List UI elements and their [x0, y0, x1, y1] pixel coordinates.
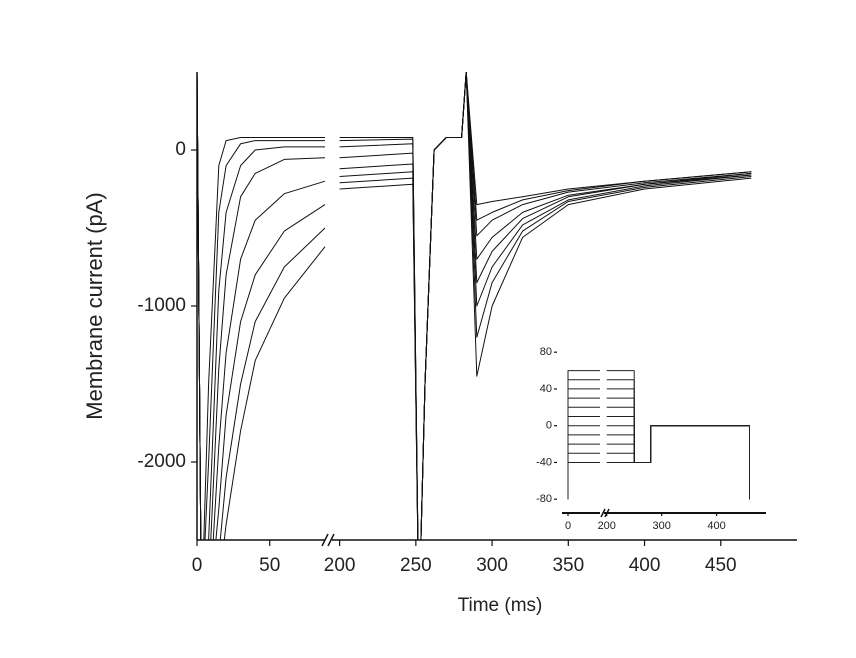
x-tick-label: 250 [400, 555, 432, 576]
x-tick-label: 400 [707, 520, 725, 532]
y-tick-label: -80 [536, 493, 552, 505]
x-tick-label: 300 [652, 520, 670, 532]
trace [197, 72, 752, 540]
y-tick-label: -1000 [137, 295, 186, 316]
x-tick-label: 300 [476, 555, 508, 576]
y-tick-label: 80 [540, 346, 552, 358]
traces [197, 72, 752, 540]
y-tick-label: 40 [540, 383, 552, 395]
x-tick-label: 0 [565, 520, 571, 532]
y-tick-label: -40 [536, 456, 552, 468]
trace [567, 370, 750, 500]
x-axis-label: Time (ms) [458, 595, 543, 616]
x-tick-label: 200 [598, 520, 616, 532]
y-axis-label: Membrane current (pA) [82, 192, 107, 419]
y-tick-label: -2000 [137, 451, 186, 472]
y-tick-label: 0 [546, 420, 552, 432]
traces [567, 370, 750, 500]
x-tick-label: 200 [324, 555, 356, 576]
y-tick-label: 0 [175, 139, 186, 160]
x-tick-label: 0 [192, 555, 203, 576]
x-tick-label: 450 [705, 555, 737, 576]
x-tick-label: 400 [629, 555, 661, 576]
x-tick-label: 350 [552, 555, 584, 576]
x-tick-label: 50 [259, 555, 280, 576]
